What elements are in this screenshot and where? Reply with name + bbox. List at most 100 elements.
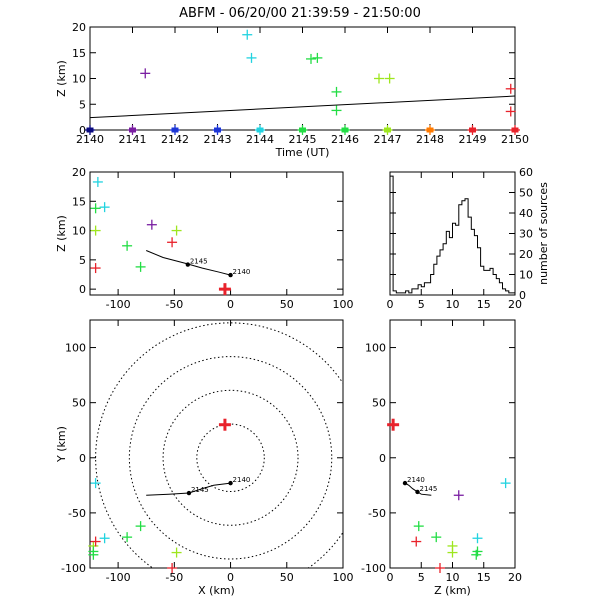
time_z-base-point (297, 125, 308, 135)
x_y-xtick-label: -50 (165, 571, 183, 584)
histogram-outline (389, 175, 516, 295)
histogram-ylabel: number of sources (537, 182, 550, 285)
x_z-ylabel: Z (km) (55, 215, 68, 252)
histogram-ytick-label: 0 (519, 289, 526, 302)
time_z-point (505, 106, 516, 117)
z_y-point (500, 478, 511, 489)
x_y-range-ring (128, 356, 333, 560)
x_z-point (90, 263, 101, 274)
histogram-bar (471, 229, 474, 295)
time_z-point (384, 73, 395, 84)
z_y-xtick-label: 20 (508, 571, 522, 584)
x_y-ytick-label: 0 (79, 452, 86, 465)
time_z-ytick-label: 15 (72, 47, 86, 60)
z_y-ytick-label: 0 (379, 452, 386, 465)
time_z-point (374, 73, 384, 84)
x_y-point (122, 532, 133, 543)
x_z-point (92, 176, 103, 187)
histogram-ytick-label: 30 (519, 228, 533, 241)
histogram-xtick-label: 0 (387, 298, 394, 311)
time_z-point (312, 52, 323, 63)
x_z-ytick-label: 10 (72, 225, 86, 238)
time_z-base-point (467, 125, 478, 135)
z_y-point (387, 418, 400, 431)
x_y-xtick-label: 50 (280, 571, 294, 584)
x_y-range-ring (162, 389, 299, 526)
z_y-xtick-label: 10 (446, 571, 460, 584)
x_y-point (88, 549, 99, 560)
time_z-point (331, 105, 342, 116)
histogram-bar (428, 283, 431, 295)
time_z-xtick-label: 2150 (501, 133, 529, 146)
time_z-point (306, 53, 316, 64)
z_y-track-label: 2145 (420, 485, 438, 493)
time_z-base-point (85, 125, 95, 135)
z_y-point (435, 563, 445, 573)
time_z-base-point (510, 125, 520, 135)
x_z-point (171, 225, 182, 236)
time_z-base-point (340, 125, 350, 135)
x_z-track-label: 2140 (233, 268, 251, 276)
x_y-range-ring (196, 423, 265, 493)
histogram-ytick-label: 10 (519, 269, 533, 282)
z_y-track-marker (402, 480, 408, 486)
x_z-track-marker (185, 262, 191, 267)
time_z-ytick-label: 20 (72, 21, 86, 34)
time_z-point (246, 52, 257, 63)
x_z-track (146, 250, 231, 276)
z_y-point (411, 536, 422, 547)
time_z-xtick-label: 2146 (331, 133, 359, 146)
histogram-ytick-label: 50 (519, 187, 533, 200)
time_z-point (505, 83, 516, 94)
histogram-bar (456, 225, 459, 295)
figure-title: ABFM - 06/20/00 21:39:59 - 21:50:00 (179, 6, 421, 21)
histogram-xtick-label: 15 (477, 298, 491, 311)
x_y-track (146, 482, 231, 496)
x_z-xtick-label: 100 (333, 298, 354, 311)
x_y-xtick-label: -100 (106, 571, 131, 584)
x_y-ylabel: Y (km) (55, 426, 68, 463)
x_y-ytick-label: -100 (61, 562, 86, 575)
z_y-ytick-label: -100 (361, 562, 386, 575)
x_y-track-label: 2145 (191, 486, 209, 494)
histogram-ytick-label: 20 (519, 248, 533, 261)
x_y-range-rings (95, 322, 343, 568)
x_z-point (218, 283, 231, 296)
z_y-xtick-label: 0 (387, 571, 394, 584)
time_z-xtick-label: 2148 (416, 133, 444, 146)
histogram-bar (393, 291, 396, 295)
z_y-ytick-label: -50 (368, 507, 386, 520)
x_y-point (90, 536, 101, 547)
x_y-point (135, 521, 146, 532)
z_y-track-label: 2140 (407, 476, 425, 484)
x_y-xtick-label: 0 (227, 571, 234, 584)
x_y-track-marker (186, 490, 192, 496)
x_z-point (146, 219, 157, 230)
x_y-point (99, 533, 110, 544)
x_z-point (90, 203, 101, 214)
z_y-point (431, 532, 442, 543)
time_z-xtick-label: 2145 (289, 133, 317, 146)
x_y-track-marker (228, 480, 233, 486)
time_z-xtick-label: 2142 (161, 133, 189, 146)
x_z-xtick-label: -100 (106, 298, 131, 311)
z_y-point (447, 547, 458, 558)
time_z-base-point (255, 125, 265, 135)
x_y-point (171, 547, 182, 558)
x_y-ytick-label: 50 (72, 397, 86, 410)
time_z-xtick-label: 2147 (374, 133, 402, 146)
time_z-xtick-label: 2144 (246, 133, 274, 146)
histogram-xtick-label: 5 (418, 298, 425, 311)
x_z-point (99, 202, 110, 213)
z_y-ytick-label: 100 (365, 342, 386, 355)
x_z-point (90, 225, 101, 236)
histogram-bar (462, 201, 465, 295)
x_z-xtick-label: 50 (280, 298, 294, 311)
time_z-point (140, 68, 151, 79)
z_y-point (413, 521, 424, 532)
x_z-ytick-label: 5 (79, 254, 86, 267)
time_z-xtick-label: 2141 (119, 133, 147, 146)
histogram-bar (440, 250, 443, 295)
